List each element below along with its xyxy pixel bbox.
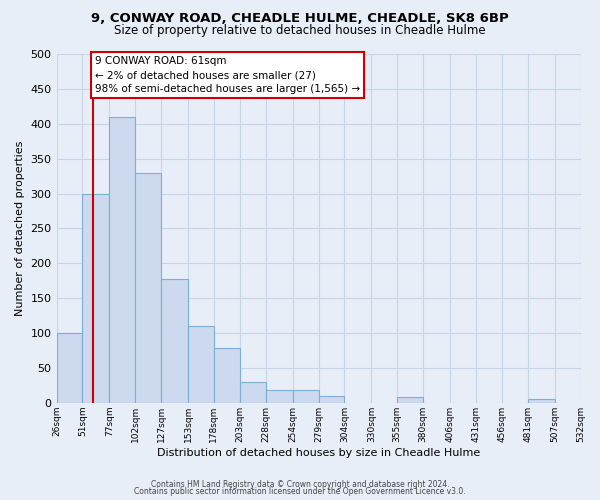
Bar (397, 397, 423, 403)
Bar (527, 400, 554, 403)
Bar (214, 348, 240, 403)
Bar (240, 382, 266, 403)
Text: 9 CONWAY ROAD: 61sqm
← 2% of detached houses are smaller (27)
98% of semi-detach: 9 CONWAY ROAD: 61sqm ← 2% of detached ho… (95, 56, 360, 94)
Bar (135, 172, 161, 403)
Bar (109, 117, 135, 403)
Bar (82, 194, 109, 403)
Bar (319, 396, 344, 403)
Bar (161, 278, 188, 403)
Text: 9, CONWAY ROAD, CHEADLE HULME, CHEADLE, SK8 6BP: 9, CONWAY ROAD, CHEADLE HULME, CHEADLE, … (91, 12, 509, 26)
Bar (293, 390, 319, 403)
Text: Size of property relative to detached houses in Cheadle Hulme: Size of property relative to detached ho… (114, 24, 486, 37)
X-axis label: Distribution of detached houses by size in Cheadle Hulme: Distribution of detached houses by size … (157, 448, 480, 458)
Bar (56, 333, 82, 403)
Bar (266, 390, 293, 403)
Text: Contains public sector information licensed under the Open Government Licence v3: Contains public sector information licen… (134, 487, 466, 496)
Bar (188, 326, 214, 403)
Y-axis label: Number of detached properties: Number of detached properties (15, 140, 25, 316)
Text: Contains HM Land Registry data © Crown copyright and database right 2024.: Contains HM Land Registry data © Crown c… (151, 480, 449, 489)
